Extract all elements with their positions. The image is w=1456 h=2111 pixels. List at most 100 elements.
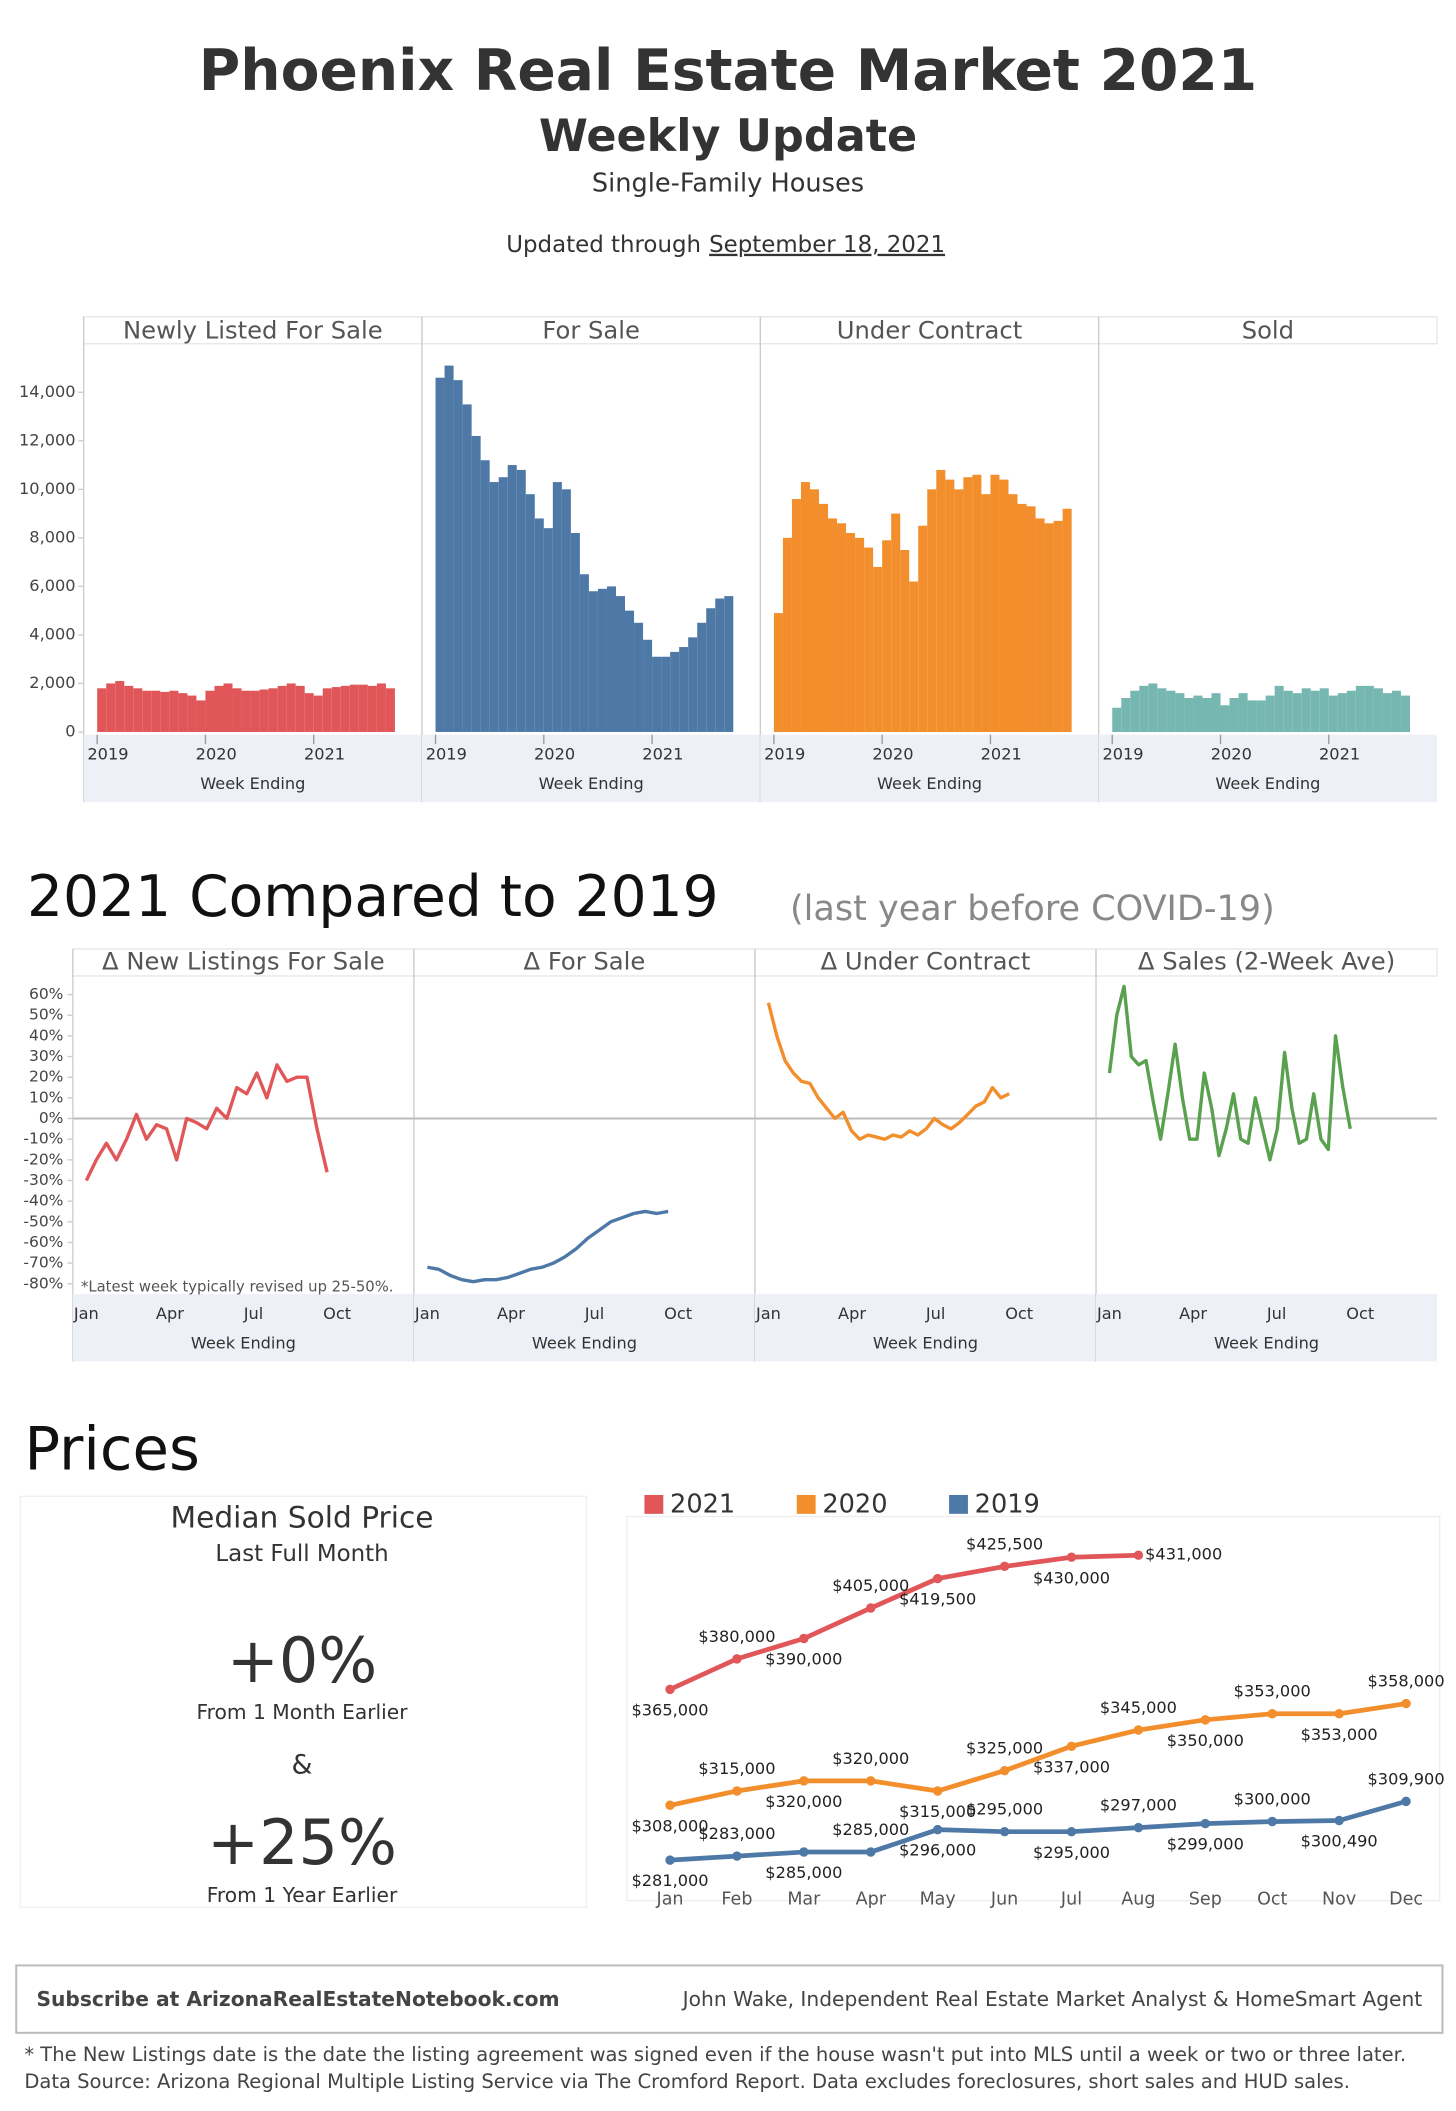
updated-prefix: Updated through xyxy=(506,232,701,258)
data-label: $300,490 xyxy=(1301,1832,1378,1851)
y-tick-label: -10% xyxy=(23,1130,63,1148)
title: Phoenix Real Estate Market 2021 xyxy=(199,38,1257,104)
data-label: $365,000 xyxy=(631,1700,708,1719)
y-tick-label: -40% xyxy=(23,1192,63,1210)
panel-header xyxy=(421,316,762,345)
bar xyxy=(855,537,865,732)
footnote: Data Source: Arizona Regional Multiple L… xyxy=(24,2070,1350,2093)
x-tick-label: 2019 xyxy=(426,744,467,763)
bar xyxy=(1202,698,1212,732)
bar xyxy=(1130,690,1140,732)
data-label: $337,000 xyxy=(1033,1757,1110,1776)
data-label: $345,000 xyxy=(1100,1698,1177,1717)
month-change: +0% xyxy=(227,1624,377,1697)
x-tick-label: Dec xyxy=(1389,1889,1423,1909)
data-label: $405,000 xyxy=(832,1576,909,1595)
bar xyxy=(809,489,820,732)
point xyxy=(732,1786,742,1796)
bar xyxy=(864,547,874,732)
bar xyxy=(1346,690,1356,732)
bar xyxy=(1373,688,1383,732)
data-label: $299,000 xyxy=(1167,1835,1244,1854)
summary-heading: Median Sold Price xyxy=(171,1500,434,1535)
y-tick-label: -30% xyxy=(23,1171,63,1189)
bar xyxy=(286,683,296,732)
subscribe: Subscribe at ArizonaRealEstateNotebook.c… xyxy=(36,1987,559,2011)
bar xyxy=(643,639,653,732)
data-label: $320,000 xyxy=(832,1749,909,1768)
line xyxy=(427,1209,669,1284)
bar xyxy=(715,598,725,732)
bar xyxy=(846,533,856,732)
axis-band xyxy=(413,1294,755,1362)
bar xyxy=(160,691,170,732)
bar xyxy=(954,489,964,732)
x-axis-label: Week Ending xyxy=(532,1333,637,1352)
point xyxy=(665,1855,675,1865)
x-tick-label: 2021 xyxy=(981,744,1022,763)
bar xyxy=(1035,518,1045,732)
x-tick-label: Feb xyxy=(721,1889,752,1909)
bar xyxy=(579,574,589,732)
bar xyxy=(773,613,783,732)
x-tick-label: Jul xyxy=(1266,1304,1287,1323)
panel-header xyxy=(413,948,756,977)
bar xyxy=(124,685,134,732)
x-tick-label: 2019 xyxy=(764,744,805,763)
x-axis-label: Week Ending xyxy=(873,1333,978,1352)
bar xyxy=(882,540,892,732)
x-tick-label: 2019 xyxy=(1102,744,1143,763)
legend-swatch xyxy=(796,1494,816,1514)
joiner: & xyxy=(292,1749,313,1780)
bar xyxy=(625,610,635,732)
bar xyxy=(1112,707,1122,732)
note: *Latest week typically revised up 25-50%… xyxy=(81,1278,394,1295)
section-title: 2021 Compared to 2019 xyxy=(27,864,719,930)
bar xyxy=(313,695,323,732)
bar xyxy=(1017,503,1027,732)
data-label: $285,000 xyxy=(765,1863,842,1882)
author: John Wake, Independent Real Estate Marke… xyxy=(681,1987,1423,2011)
bar xyxy=(1355,685,1365,732)
data-label: $309,900 xyxy=(1368,1769,1445,1788)
section-note: (last year before COVID-19) xyxy=(790,888,1275,929)
point xyxy=(1267,1816,1277,1827)
point xyxy=(665,1684,675,1695)
x-tick-label: Oct xyxy=(1005,1304,1033,1323)
x-tick-label: Apr xyxy=(156,1304,184,1323)
bar xyxy=(1328,695,1338,732)
bar xyxy=(873,566,883,732)
bar xyxy=(1238,693,1248,732)
x-tick-label: Sep xyxy=(1189,1889,1222,1909)
y-tick-label: 10% xyxy=(29,1088,63,1106)
point xyxy=(799,1633,809,1644)
data-label: $431,000 xyxy=(1145,1545,1222,1564)
point xyxy=(1133,1725,1144,1735)
x-tick-label: Jan xyxy=(414,1304,440,1323)
bar xyxy=(891,513,901,732)
bar xyxy=(1175,693,1185,732)
bar xyxy=(277,685,287,732)
x-axis-label: Week Ending xyxy=(191,1333,296,1352)
panel-header xyxy=(72,948,415,977)
axis-band xyxy=(760,734,1099,803)
x-tick-label: 2021 xyxy=(1319,744,1360,763)
point xyxy=(1133,1822,1144,1833)
bar xyxy=(178,693,188,732)
bar xyxy=(1400,695,1410,732)
legend-swatch xyxy=(949,1494,968,1514)
bar xyxy=(1256,700,1266,732)
legend-swatch xyxy=(644,1494,664,1514)
bar xyxy=(634,622,644,732)
bar xyxy=(1220,705,1230,732)
bar xyxy=(259,689,269,732)
bar xyxy=(1053,520,1063,732)
data-label: $325,000 xyxy=(966,1739,1043,1758)
bar xyxy=(241,690,251,732)
panel-title: Under Contract xyxy=(837,316,1022,345)
bar xyxy=(349,684,359,732)
bar xyxy=(697,622,707,732)
bar xyxy=(945,479,955,732)
point xyxy=(799,1847,809,1857)
bar xyxy=(819,503,829,732)
